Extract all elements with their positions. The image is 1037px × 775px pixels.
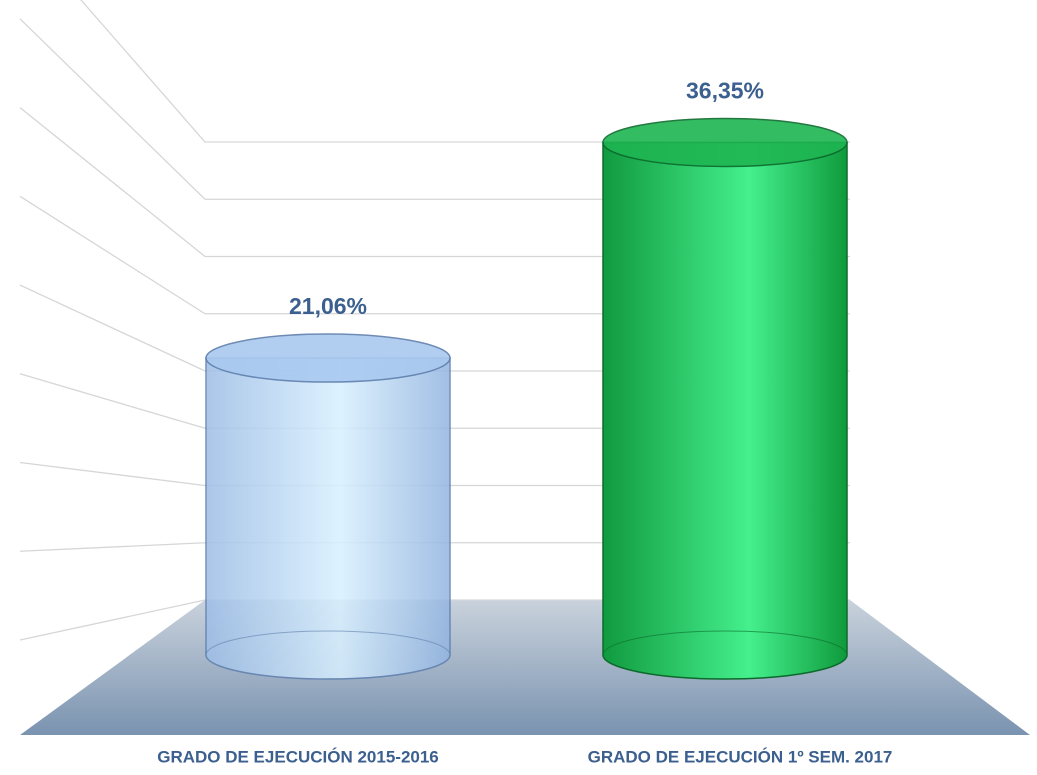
x-tick-label: GRADO DE EJECUCIÓN 2015-2016 [157, 747, 439, 766]
cylinder-base [602, 630, 848, 656]
cylinder [602, 117, 848, 680]
cylinder-body [602, 141, 848, 680]
value-label: 36,35% [686, 78, 764, 104]
cylinder [205, 333, 451, 680]
floor [20, 600, 1030, 735]
cylinder-top [602, 117, 848, 168]
cylinder-base [205, 630, 451, 656]
value-label: 21,06% [289, 293, 367, 319]
x-tick-label: GRADO DE EJECUCIÓN 1º SEM. 2017 [588, 747, 893, 766]
cylinder-body [205, 357, 451, 680]
cylinder-top [205, 333, 451, 383]
